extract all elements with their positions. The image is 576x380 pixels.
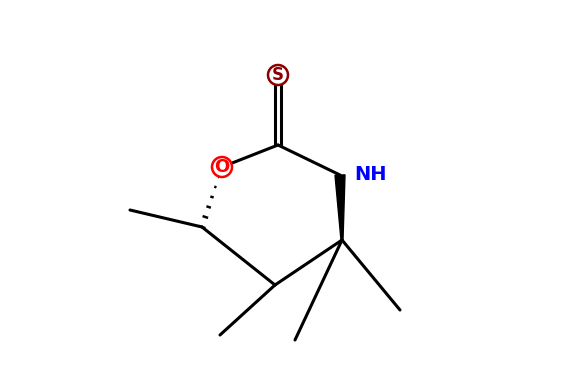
Circle shape (212, 157, 232, 177)
Text: S: S (272, 66, 284, 84)
Text: NH: NH (354, 166, 386, 185)
Text: O: O (214, 158, 230, 176)
Polygon shape (335, 175, 345, 240)
Circle shape (268, 65, 288, 85)
